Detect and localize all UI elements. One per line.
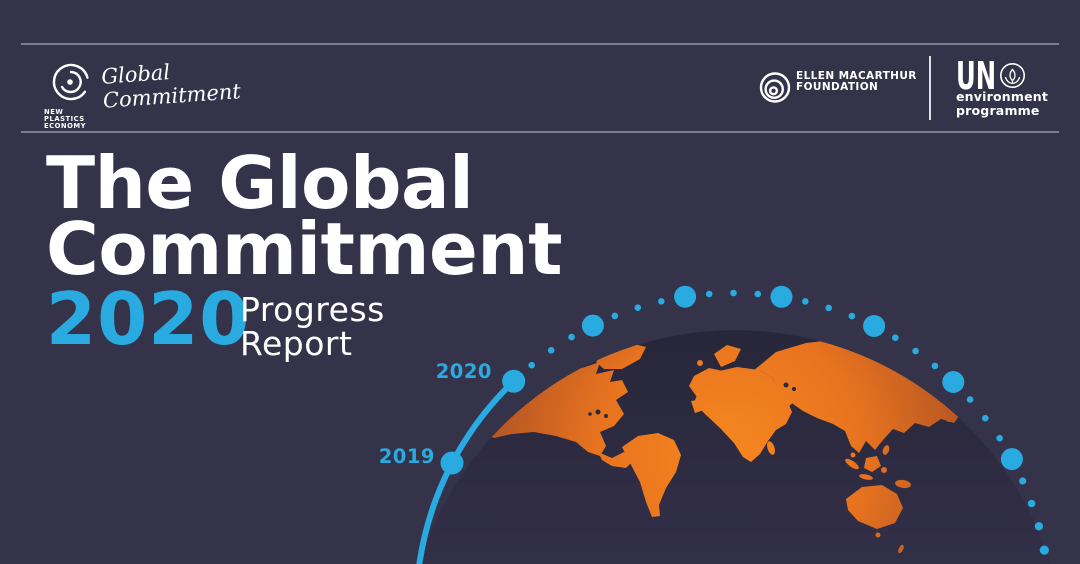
header-top-rule	[21, 43, 1059, 45]
un-line-environment: environment	[956, 89, 1049, 104]
emf-wordmark: ELLEN MACARTHUR FOUNDATION	[796, 71, 917, 93]
region-new-guinea	[895, 479, 911, 489]
npe-logo-wordmark: NEW PLASTICS ECONOMY	[44, 109, 86, 130]
title-line2: Commitment	[46, 207, 562, 291]
lake-winnipeg	[588, 412, 592, 416]
sea-black	[783, 382, 789, 388]
continent-south-america	[622, 433, 681, 517]
npe-word-plastics: PLASTICS	[44, 115, 85, 123]
region-sri-lanka	[850, 452, 856, 458]
region-japan-1	[941, 409, 947, 415]
region-scandinavia	[714, 345, 741, 367]
region-tasmania	[875, 532, 881, 538]
region-sulawesi	[881, 467, 887, 473]
un-emblem-icon	[1000, 63, 1025, 88]
emf-rings-icon	[759, 72, 791, 103]
subtitle: Progress Report	[240, 293, 385, 361]
un-acronym: UN	[956, 54, 997, 98]
region-java	[859, 474, 873, 480]
un-line-programme: programme	[956, 103, 1040, 118]
globe-ocean	[405, 330, 1065, 564]
timeline-dot-2019	[440, 451, 464, 475]
timeline-label-2019: 2019	[378, 445, 435, 468]
region-uk	[697, 360, 703, 366]
lake-great-lakes	[604, 414, 608, 418]
continent-australia	[846, 485, 903, 529]
un-wordmark: environment programme	[956, 90, 1048, 118]
region-central-america	[598, 452, 634, 468]
region-philippines	[882, 445, 890, 455]
header-logo-divider	[929, 56, 931, 120]
timeline-dot-2020	[502, 369, 526, 393]
title-year: 2020	[46, 277, 251, 361]
continent-africa	[694, 367, 792, 462]
globe	[405, 330, 1065, 564]
npe-word-economy: ECONOMY	[44, 122, 87, 130]
timeline-label-2020: 2020	[435, 360, 492, 383]
subtitle-line1: Progress	[240, 290, 385, 329]
timeline-arc	[416, 285, 1049, 564]
region-new-zealand	[898, 544, 904, 554]
emf-line2: FOUNDATION	[796, 81, 879, 93]
timeline-dots	[528, 285, 1049, 555]
lake-hudson	[595, 409, 601, 415]
header-bottom-rule	[21, 131, 1059, 133]
region-japan-2	[947, 418, 951, 422]
emf-line1: ELLEN MACARTHUR	[796, 70, 917, 82]
npe-word-new: NEW	[44, 108, 64, 116]
region-madagascar	[767, 441, 775, 455]
subtitle-line2: Report	[240, 324, 353, 363]
sea-caspian	[792, 387, 796, 391]
title-line1: The Global	[46, 141, 474, 225]
region-sumatra	[845, 458, 859, 470]
region-borneo	[864, 456, 881, 472]
global-commitment-script: Global Commitment	[100, 55, 241, 113]
page-title: The Global Commitment	[46, 141, 562, 291]
npe-logo-icon	[52, 63, 89, 101]
